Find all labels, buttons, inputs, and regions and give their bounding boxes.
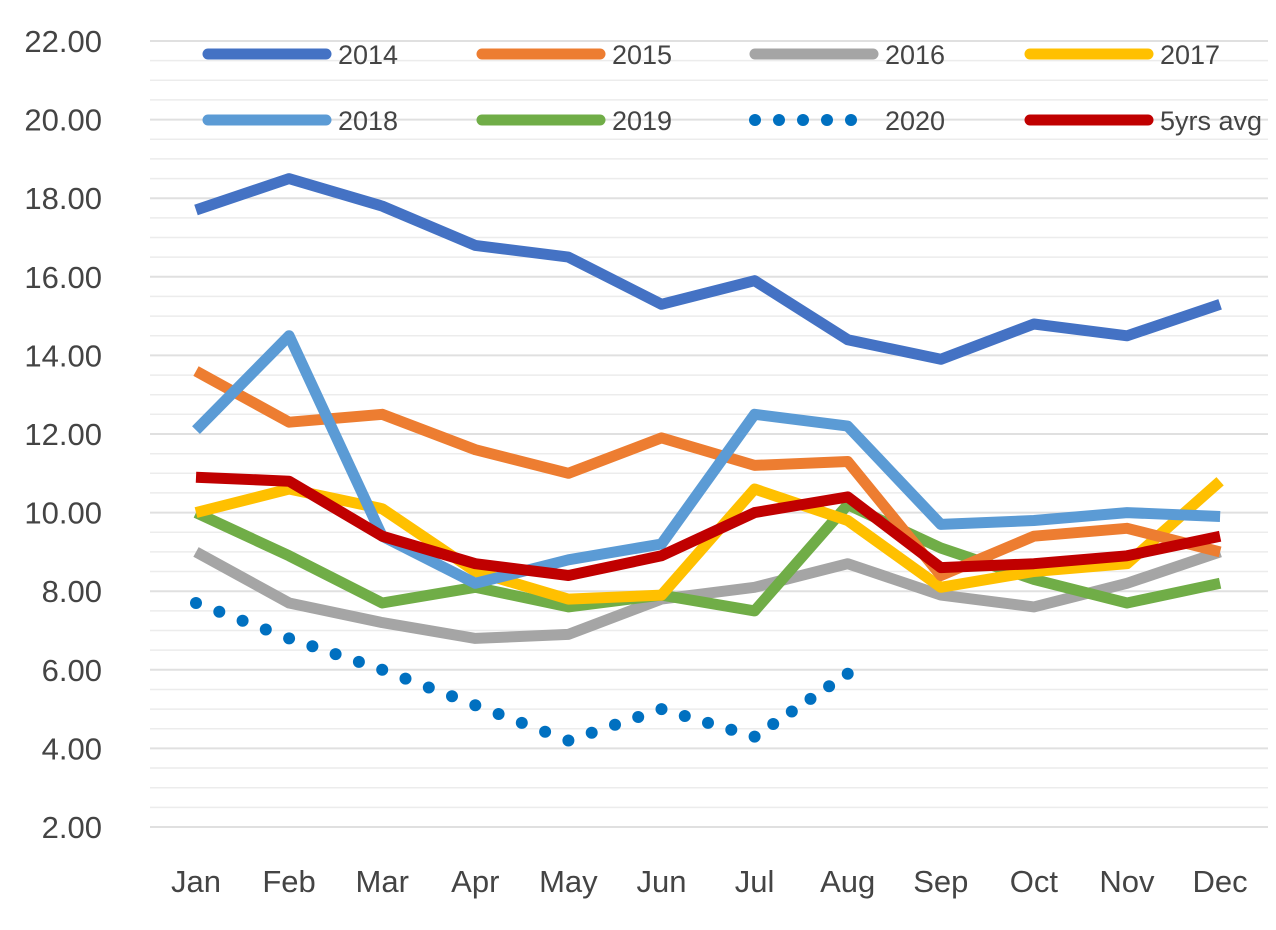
series-dot bbox=[585, 726, 598, 739]
y-tick-label: 22.00 bbox=[24, 24, 102, 59]
series-dot bbox=[399, 672, 412, 685]
x-tick-label: Dec bbox=[1193, 864, 1248, 899]
series-2018 bbox=[192, 330, 1221, 589]
legend-swatch-dot bbox=[773, 114, 785, 126]
series-dot bbox=[329, 648, 342, 661]
y-tick-label: 10.00 bbox=[24, 496, 102, 531]
series-dot bbox=[702, 716, 714, 729]
x-tick-label: Aug bbox=[820, 864, 875, 899]
legend-item-2020: 2020 bbox=[749, 106, 945, 136]
series-dot bbox=[785, 705, 798, 718]
series-dot bbox=[352, 655, 365, 668]
x-tick-label: Apr bbox=[451, 864, 499, 899]
series-5yrs-avg bbox=[195, 471, 1222, 581]
y-tick-label: 14.00 bbox=[24, 338, 102, 373]
y-tick-label: 4.00 bbox=[42, 731, 102, 766]
y-tick-label: 6.00 bbox=[42, 653, 102, 688]
legend-item-2018: 2018 bbox=[202, 106, 398, 136]
legend-item-2015: 2015 bbox=[476, 40, 672, 70]
y-tick-label: 18.00 bbox=[24, 181, 102, 216]
series-dot bbox=[422, 681, 435, 694]
y-axis-tick-labels: 22.00 20.00 18.00 16.00 14.00 12.00 10.00 8.00 6… bbox=[24, 24, 102, 845]
y-tick-label: 16.00 bbox=[24, 260, 102, 295]
legend-label: 5yrs avg bbox=[1160, 106, 1262, 136]
series-line bbox=[192, 330, 1221, 589]
x-tick-label: Oct bbox=[1010, 864, 1059, 899]
x-tick-label: May bbox=[539, 864, 598, 899]
series-dot bbox=[259, 623, 272, 636]
series-dot bbox=[748, 730, 761, 743]
x-tick-label: Nov bbox=[1099, 864, 1155, 899]
gridlines bbox=[150, 40, 1268, 828]
series-dot bbox=[492, 708, 505, 720]
legend-item-5yrs-avg: 5yrs avg bbox=[1024, 106, 1262, 136]
legend-label: 2019 bbox=[612, 106, 672, 136]
series-dot bbox=[609, 718, 621, 731]
legend-swatch-dot bbox=[749, 114, 761, 126]
legend-item-2014: 2014 bbox=[202, 40, 398, 70]
series-line bbox=[195, 471, 1222, 581]
series-line bbox=[193, 366, 1222, 581]
series-dot bbox=[306, 640, 319, 653]
series-dot bbox=[841, 667, 854, 680]
series-dot bbox=[539, 725, 552, 738]
series-dot bbox=[725, 723, 738, 736]
series-dot bbox=[190, 597, 202, 609]
y-tick-label: 12.00 bbox=[24, 417, 102, 452]
legend-item-2017: 2017 bbox=[1024, 40, 1220, 70]
series-2020 bbox=[190, 597, 854, 747]
series-2019 bbox=[193, 499, 1222, 617]
series-dot bbox=[376, 663, 389, 676]
x-tick-label: Feb bbox=[262, 864, 315, 899]
series-dot bbox=[823, 680, 836, 693]
x-tick-label: Jan bbox=[171, 864, 221, 899]
y-tick-label: 8.00 bbox=[42, 574, 102, 609]
series-dot bbox=[562, 734, 575, 747]
series-dot bbox=[446, 690, 458, 703]
series-lines bbox=[190, 173, 1224, 747]
legend-label: 2017 bbox=[1160, 40, 1220, 70]
legend-label: 2015 bbox=[612, 40, 672, 70]
legend-label: 2020 bbox=[885, 106, 945, 136]
x-tick-label: Jul bbox=[735, 864, 775, 899]
legend: 2014 2015 2016 2017 2018 2019 2020 5yrs avg bbox=[202, 40, 1262, 136]
legend-label: 2018 bbox=[338, 106, 398, 136]
series-dot bbox=[469, 699, 482, 712]
series-line bbox=[193, 546, 1222, 644]
legend-label: 2016 bbox=[885, 40, 945, 70]
series-2015 bbox=[193, 366, 1222, 581]
series-dot bbox=[213, 605, 226, 618]
legend-swatch-dot bbox=[821, 114, 833, 126]
legend-item-2019: 2019 bbox=[476, 106, 672, 136]
series-line bbox=[193, 499, 1222, 617]
legend-swatch-dot bbox=[845, 114, 857, 126]
y-tick-label: 2.00 bbox=[42, 810, 102, 845]
series-dot bbox=[655, 703, 668, 716]
x-tick-label: Jun bbox=[637, 864, 687, 899]
legend-swatch-dot bbox=[797, 114, 809, 126]
series-dot bbox=[632, 711, 645, 723]
series-dot bbox=[283, 632, 296, 645]
series-dot bbox=[804, 692, 817, 705]
x-tick-label: Sep bbox=[913, 864, 968, 899]
series-dot bbox=[515, 716, 528, 729]
series-dot bbox=[236, 614, 249, 627]
series-line bbox=[194, 173, 1222, 365]
x-tick-label: Mar bbox=[356, 864, 409, 899]
x-axis-tick-labels: Jan Feb Mar Apr May Jun Jul Aug Sep Oct Nov Dec bbox=[171, 864, 1248, 899]
legend-label: 2014 bbox=[338, 40, 398, 70]
series-dot bbox=[678, 710, 691, 722]
series-dot bbox=[767, 718, 780, 730]
y-tick-label: 20.00 bbox=[24, 103, 102, 138]
legend-item-2016: 2016 bbox=[749, 40, 945, 70]
series-2016 bbox=[193, 546, 1222, 644]
series-2014 bbox=[194, 173, 1222, 365]
